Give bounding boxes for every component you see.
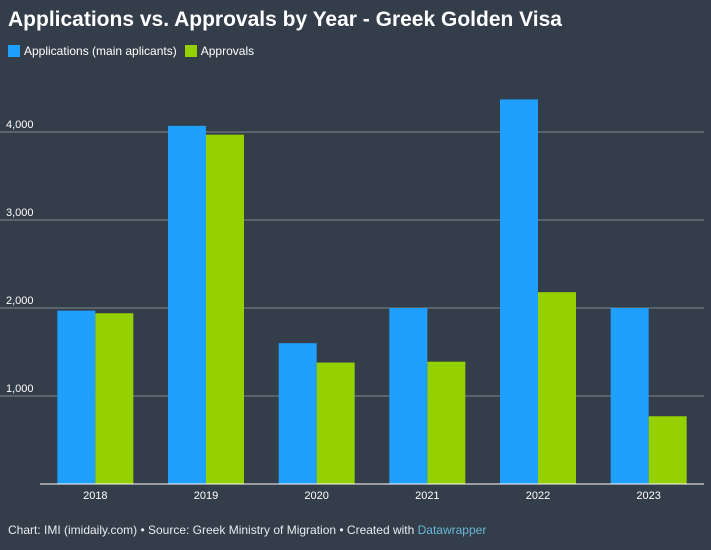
footer-credits: Chart: IMI (imidaily.com) • Source: Gree… [8,523,418,537]
legend-swatch-applications [8,45,20,57]
legend-item-applications: Applications (main aplicants) [8,44,177,58]
bar-approvals-2018 [95,313,134,484]
x-tick-label: 2019 [194,490,218,502]
bar-applications-2021 [389,308,428,484]
legend-swatch-approvals [184,45,197,57]
bar-applications-2019 [168,125,206,484]
datawrapper-link[interactable]: Datawrapper [417,523,487,537]
legend-item-approvals: Approvals [184,44,255,58]
y-tick-label: 3,000 [6,207,34,219]
bar-approvals-2019 [206,134,244,484]
y-tick-label: 2,000 [6,295,34,307]
bar-applications-2022 [500,99,538,484]
legend-label-applications: Applications (main aplicants) [24,44,177,58]
x-tick-label: 2020 [304,490,328,502]
bar-approvals-2020 [316,362,355,484]
chart-footer: Chart: IMI (imidaily.com) • Source: Gree… [8,523,486,537]
bar-applications-2023 [610,308,649,484]
x-tick-label: 2023 [636,490,660,502]
chart-title: Applications vs. Approvals by Year - Gre… [8,8,562,31]
bar-approvals-2022 [538,292,576,484]
legend: Applications (main aplicants) Approvals [8,44,254,58]
bar-applications-2020 [278,343,317,484]
bar-approvals-2023 [648,416,687,484]
x-tick-label: 2018 [83,490,107,502]
bar-approvals-2021 [427,361,466,484]
bar-applications-2018 [57,310,96,484]
x-tick-label: 2022 [526,490,550,502]
y-tick-label: 1,000 [6,383,34,395]
x-tick-label: 2021 [415,490,439,502]
legend-label-approvals: Approvals [200,44,255,58]
y-tick-label: 4,000 [6,119,34,131]
